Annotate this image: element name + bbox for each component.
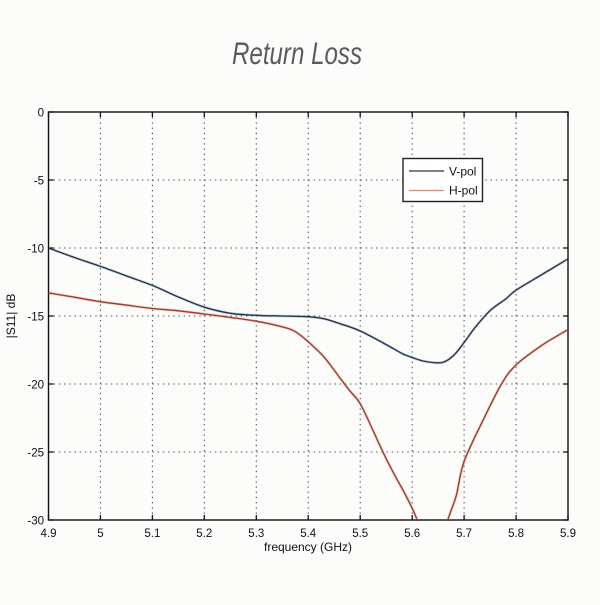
svg-text:5: 5 (97, 528, 103, 540)
svg-text:-5: -5 (34, 176, 44, 188)
svg-text:5.5: 5.5 (352, 528, 368, 540)
svg-text:frequency (GHz): frequency (GHz) (264, 540, 352, 554)
svg-text:-15: -15 (27, 312, 44, 324)
svg-text:H-pol: H-pol (449, 184, 478, 198)
svg-text:5.7: 5.7 (456, 528, 472, 540)
svg-text:5.2: 5.2 (196, 528, 212, 540)
svg-text:-10: -10 (27, 244, 44, 256)
svg-text:-20: -20 (27, 380, 44, 392)
svg-text:0: 0 (38, 108, 44, 120)
svg-text:5.9: 5.9 (560, 528, 576, 540)
svg-text:V-pol: V-pol (449, 165, 476, 179)
svg-text:-30: -30 (27, 516, 44, 528)
svg-text:5.1: 5.1 (144, 528, 160, 540)
svg-text:5.4: 5.4 (300, 528, 317, 540)
svg-text:5.6: 5.6 (404, 528, 420, 540)
svg-text:4.9: 4.9 (41, 528, 57, 540)
svg-text:Return Loss: Return Loss (232, 35, 362, 71)
svg-text:5.3: 5.3 (248, 528, 264, 540)
svg-text:5.8: 5.8 (508, 528, 524, 540)
svg-text:|S11| dB: |S11| dB (4, 294, 18, 339)
svg-text:-25: -25 (27, 448, 44, 460)
